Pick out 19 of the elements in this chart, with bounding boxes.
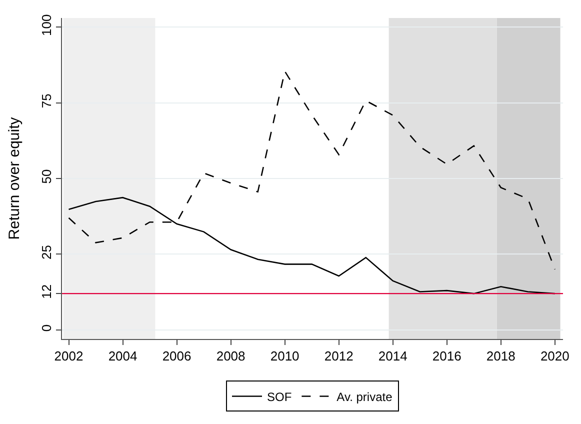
x-tick-label: 2012 [324,348,354,364]
y-tick-label: 100 [38,14,54,36]
x-tick-label: 2002 [54,348,84,364]
x-tick-label: 2016 [432,348,462,364]
x-tick-label: 2018 [486,348,516,364]
y-tick-label: 0 [38,324,54,332]
y-tick-label: 50 [38,169,54,184]
x-tick-label: 2020 [540,348,570,364]
x-tick-label: 2008 [216,348,246,364]
x-tick-label: 2014 [378,348,408,364]
legend-label: SOF [267,390,292,404]
y-axis-title: Return over equity [6,116,24,240]
y-tick-label: 25 [38,245,54,260]
legend-label: Av. private [336,390,393,404]
x-tick-label: 2004 [108,348,138,364]
x-tick-label: 2006 [162,348,192,364]
y-tick-label: 12 [38,284,54,299]
x-tick-label: 2010 [270,348,300,364]
y-tick-label: 75 [38,94,54,108]
